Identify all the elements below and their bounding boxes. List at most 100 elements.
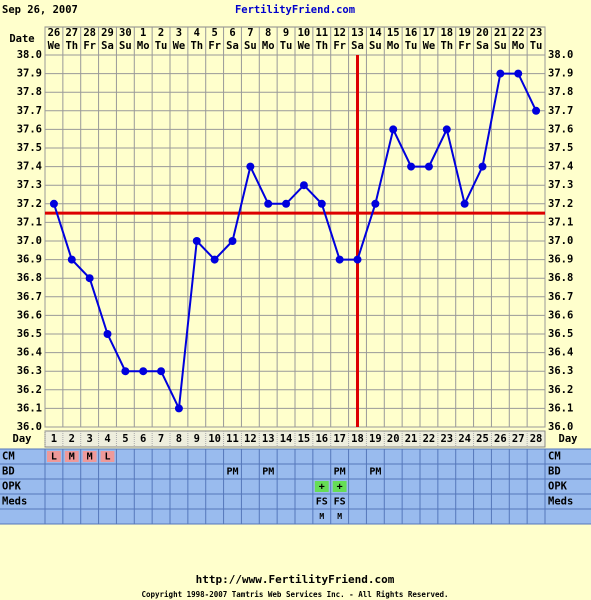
weekday: Su [244,40,257,52]
x-tick-label: 14 [280,433,293,445]
y-tick-label-right: 36.2 [548,384,573,396]
weekday: Fr [208,40,221,52]
weekday: Sa [476,40,489,52]
weekday: Su [494,40,507,52]
temperature-point [460,199,469,208]
weekday: We [48,40,61,52]
cell-entry: PM [334,467,346,478]
chart-title[interactable]: FertilityFriend.com [235,4,355,16]
date-label: Date [9,33,34,45]
y-tick-label: 36.4 [17,347,42,359]
date-number: 4 [194,27,200,39]
temperature-point [49,199,58,208]
weekday: Mo [387,40,400,52]
weekday: Th [315,40,328,52]
y-tick-label: 36.3 [17,365,42,377]
day-label-right: Day [559,433,579,445]
cell-highlight [64,451,79,462]
y-tick-label: 37.6 [17,123,42,135]
y-tick-label-right: 37.1 [548,216,573,228]
date-number: 16 [405,27,418,39]
day-label: Day [13,433,33,445]
cell-highlight [332,481,347,492]
x-tick-label: 7 [158,433,164,445]
weekday: Mo [262,40,275,52]
row-label-right: CM [548,451,561,463]
temperature-point [514,69,523,78]
x-tick-label: 21 [405,433,418,445]
temperature-point [532,106,541,115]
x-tick-label: 10 [208,433,221,445]
weekday: Sa [101,40,114,52]
cell-highlight [47,451,61,462]
x-tick-label: 6 [140,433,146,445]
weekday: Tu [280,40,293,52]
cell-entry: L [104,452,110,463]
date-number: 3 [176,27,182,39]
y-tick-label: 37.4 [17,161,42,173]
temperature-point [67,255,76,264]
date-number: 23 [530,27,543,39]
y-tick-label-right: 37.9 [548,68,573,80]
x-tick-label: 26 [494,433,507,445]
x-tick-label: 22 [423,433,436,445]
cell-entry: + [337,482,343,493]
row-label: CM [2,451,15,463]
x-tick-label: 11 [226,433,239,445]
temperature-point [174,404,183,413]
temperature-point [335,255,344,264]
y-tick-label-right: 36.4 [548,347,573,359]
x-tick-label: 1 [51,433,57,445]
cell-entry: M [69,452,75,463]
date-number: 27 [65,27,78,39]
x-tick-label: 12 [244,433,257,445]
date-number: 30 [119,27,132,39]
date-number: 13 [351,27,364,39]
y-tick-label: 37.7 [17,105,42,117]
cell-highlight [100,451,115,462]
date-stamp: Sep 26, 2007 [2,4,78,16]
y-tick-label: 36.5 [17,328,42,340]
copyright: Copyright 1998-2007 Tamtris Web Services… [141,590,448,599]
weekday: Th [190,40,203,52]
date-number: 21 [494,27,507,39]
x-tick-label: 18 [351,433,364,445]
cell-entry: FS [334,497,346,508]
y-tick-label-right: 36.1 [548,402,573,414]
weekday: Th [65,40,78,52]
row-label-right: BD [548,466,561,478]
y-tick-label: 37.3 [17,179,42,191]
date-number: 10 [298,27,311,39]
x-tick-label: 23 [440,433,453,445]
url[interactable]: http://www.FertilityFriend.com [196,573,395,586]
y-tick-label: 37.5 [17,142,42,154]
x-tick-label: 19 [369,433,382,445]
date-number: 15 [387,27,400,39]
temperature-point [121,367,130,376]
x-tick-label: 5 [122,433,128,445]
temperature-point [246,162,255,171]
weekday: We [298,40,311,52]
weekday: Su [369,40,382,52]
y-tick-label: 36.6 [17,309,42,321]
date-number: 20 [476,27,489,39]
weekday: Sa [226,40,239,52]
y-tick-label-right: 37.7 [548,105,573,117]
cell-entry: PM [369,467,381,478]
weekday: Tu [530,40,543,52]
y-tick-label: 37.8 [17,86,42,98]
temperature-point [85,274,94,283]
y-tick-label-right: 37.5 [548,142,573,154]
y-tick-label-right: 38.0 [548,49,573,61]
date-number: 14 [369,27,382,39]
row-label: Meds [2,496,27,508]
date-number: 12 [333,27,346,39]
x-tick-label: 25 [476,433,489,445]
y-tick-label-right: 37.3 [548,179,573,191]
temperature-point [103,330,112,338]
temperature-point [478,162,487,171]
x-tick-label: 8 [176,433,182,445]
date-number: 9 [283,27,289,39]
y-tick-label-right: 37.2 [548,198,573,210]
